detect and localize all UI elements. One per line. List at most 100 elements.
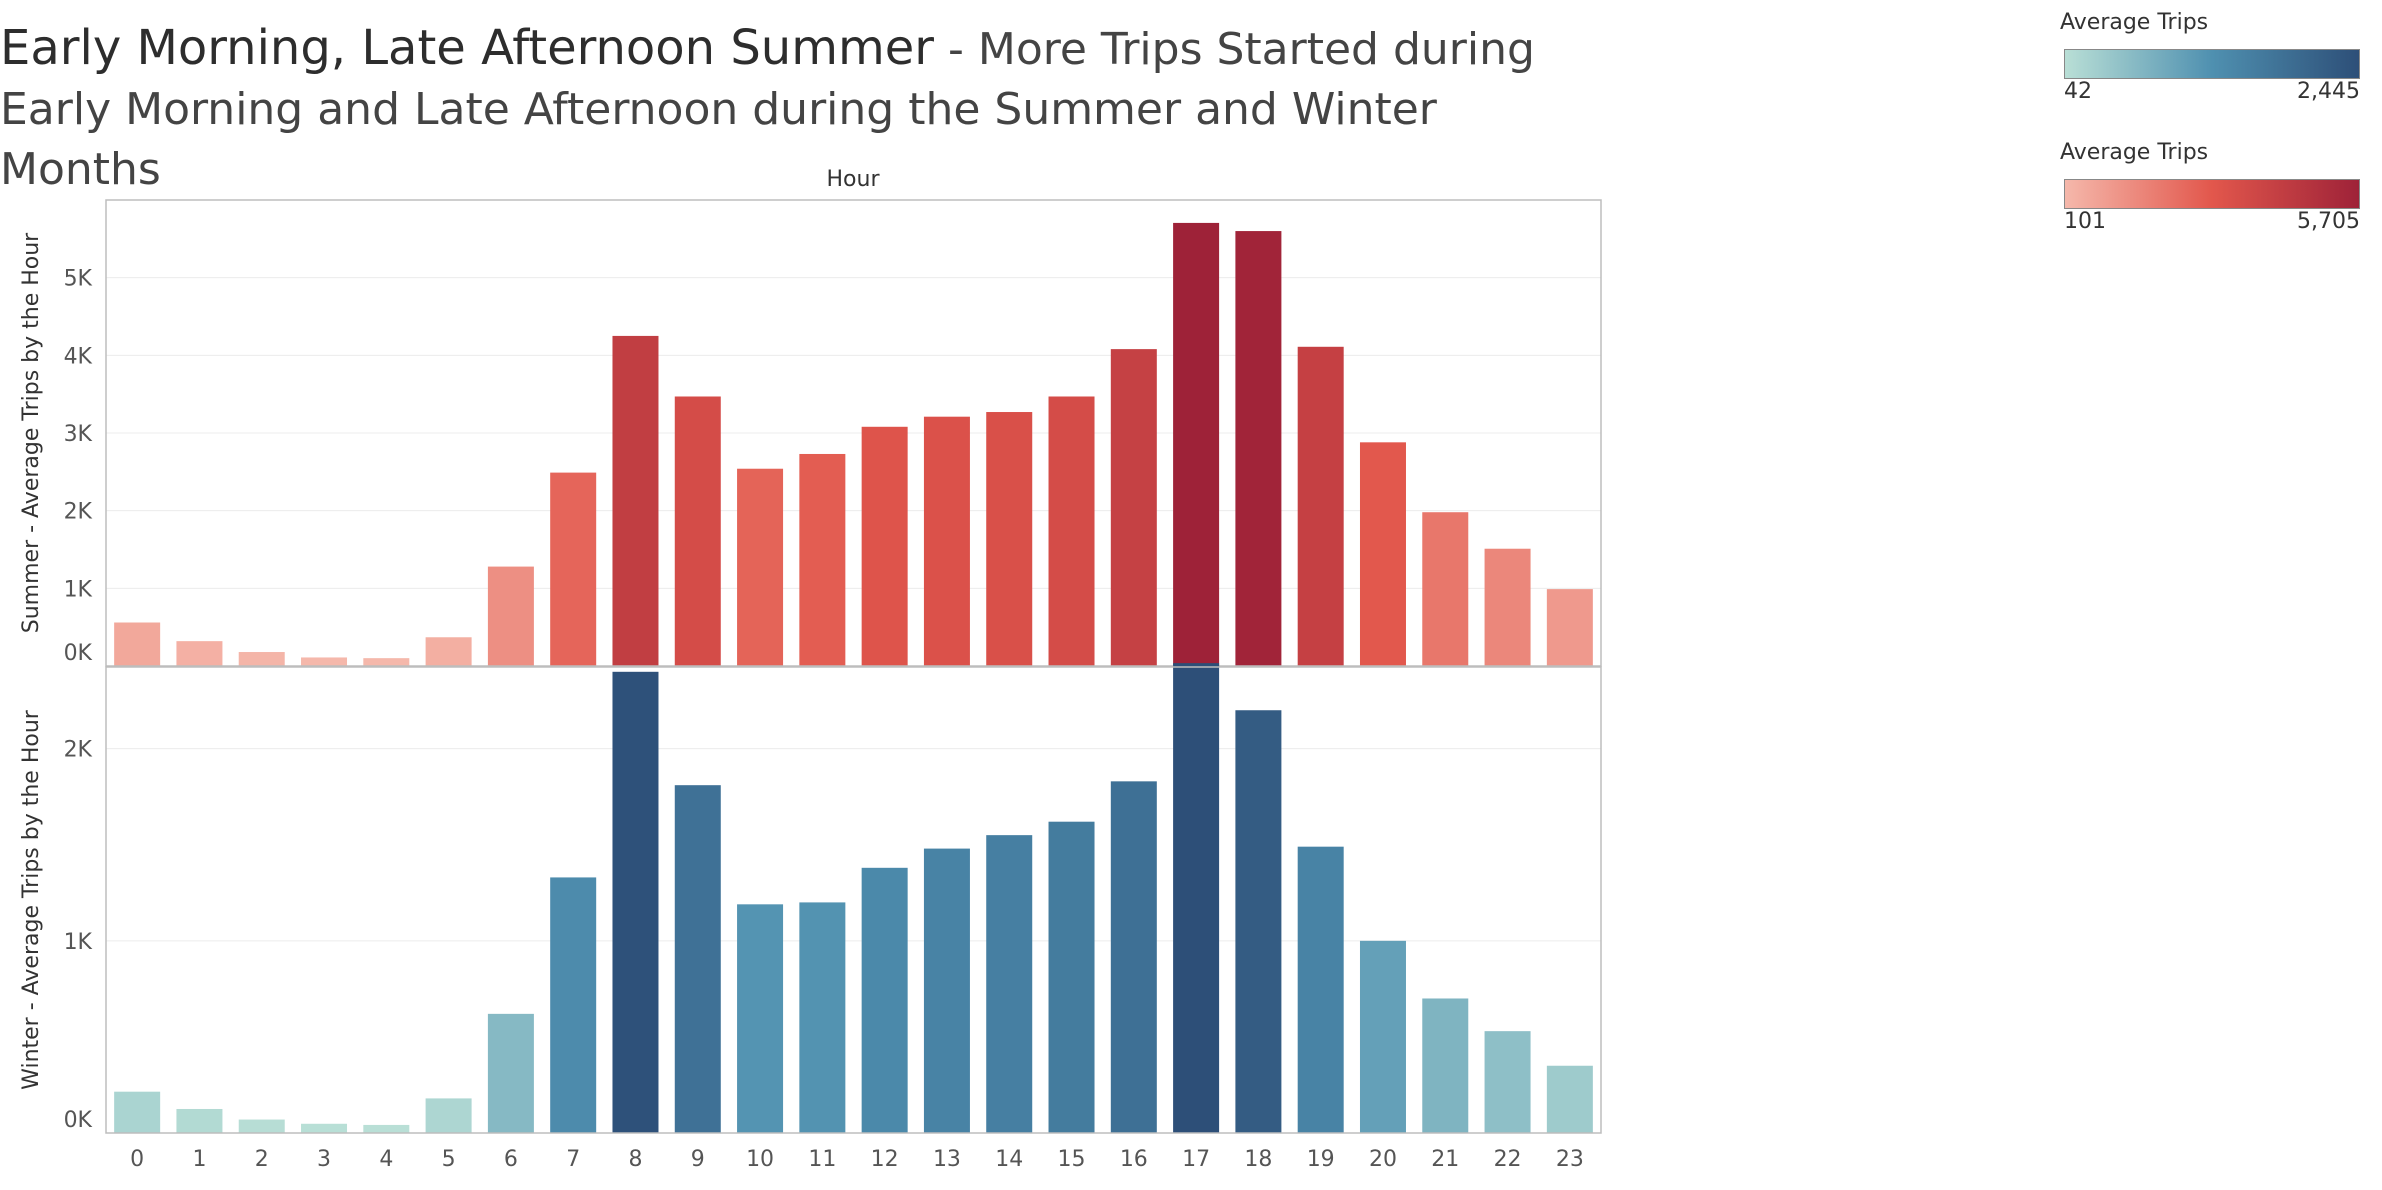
- legend-color-ramp: [2064, 49, 2360, 79]
- legend-title: Average Trips: [2060, 140, 2209, 165]
- bar[interactable]: [1359, 442, 1406, 666]
- bar[interactable]: [674, 396, 721, 666]
- bar[interactable]: [1546, 589, 1593, 666]
- bar[interactable]: [799, 453, 846, 666]
- bar[interactable]: [612, 335, 659, 666]
- bar[interactable]: [861, 867, 908, 1133]
- bar[interactable]: [487, 566, 534, 666]
- panel-frame: [105, 199, 1602, 667]
- bar[interactable]: [550, 472, 597, 666]
- summer-panel: 0K 1K 2K 3K 4K 5K Summer - Average Trips by th…: [19, 199, 1602, 667]
- legend-summer: Average Trips 101 5,705: [2060, 140, 2360, 239]
- bar[interactable]: [238, 1119, 285, 1133]
- x-axis: 0 1 2 3 4 5 6 7 8 9 10 11 12 13 14 15 16 17 18 19 20 21 22 23: [130, 1147, 1584, 1172]
- bar[interactable]: [1546, 1065, 1593, 1133]
- x-tick-label: 5: [442, 1147, 456, 1172]
- x-tick-label: 13: [933, 1147, 961, 1172]
- bar[interactable]: [1048, 396, 1095, 666]
- bar[interactable]: [737, 468, 784, 666]
- bar[interactable]: [114, 622, 161, 666]
- bar[interactable]: [1422, 998, 1469, 1133]
- legend-min-label: 101: [2064, 209, 2106, 234]
- bar[interactable]: [674, 785, 721, 1133]
- x-tick-label: 18: [1244, 1147, 1272, 1172]
- legend-max-label: 2,445: [2297, 79, 2360, 104]
- x-tick-label: 15: [1058, 1147, 1086, 1172]
- title-main: Early Morning, Late Afternoon Summer: [0, 20, 935, 76]
- bar[interactable]: [986, 412, 1033, 666]
- x-tick-label: 23: [1556, 1147, 1584, 1172]
- bar[interactable]: [1048, 821, 1095, 1133]
- x-tick-label: 12: [871, 1147, 899, 1172]
- x-tick-label: 2: [255, 1147, 269, 1172]
- bar[interactable]: [487, 1013, 534, 1133]
- bar[interactable]: [1173, 663, 1220, 1133]
- y-axis-title: Summer - Average Trips by the Hour: [19, 232, 44, 633]
- bar[interactable]: [1235, 231, 1282, 667]
- bar[interactable]: [861, 426, 908, 666]
- x-tick-label: 20: [1369, 1147, 1397, 1172]
- legend-winter: Average Trips 42 2,445: [2060, 10, 2360, 109]
- legend-title: Average Trips: [2060, 10, 2209, 35]
- bar[interactable]: [986, 835, 1033, 1133]
- bar[interactable]: [1484, 1031, 1531, 1133]
- x-tick-label: 11: [808, 1147, 836, 1172]
- x-tick-label: 22: [1494, 1147, 1522, 1172]
- x-tick-label: 16: [1120, 1147, 1148, 1172]
- bar[interactable]: [363, 658, 410, 666]
- y-tick-label: 0K: [64, 641, 93, 666]
- bar[interactable]: [1297, 346, 1344, 666]
- bar[interactable]: [923, 416, 970, 666]
- y-tick-label: 3K: [64, 422, 93, 447]
- bar[interactable]: [737, 904, 784, 1133]
- bar[interactable]: [550, 877, 597, 1133]
- bar[interactable]: [301, 1123, 348, 1133]
- y-tick-label: 1K: [64, 577, 93, 602]
- y-tick-label: 1K: [64, 930, 93, 955]
- legend-max-label: 5,705: [2297, 209, 2360, 234]
- legend-min-label: 42: [2064, 79, 2092, 104]
- bar[interactable]: [176, 1108, 223, 1133]
- x-tick-label: 8: [628, 1147, 642, 1172]
- legend-color-ramp: [2064, 179, 2360, 209]
- x-tick-label: 4: [379, 1147, 393, 1172]
- x-tick-label: 19: [1307, 1147, 1335, 1172]
- bar[interactable]: [1173, 222, 1220, 666]
- x-tick-label: 9: [691, 1147, 705, 1172]
- y-tick-label: 0K: [64, 1108, 93, 1133]
- bar[interactable]: [1110, 349, 1157, 666]
- y-tick-label: 4K: [64, 344, 93, 369]
- bar[interactable]: [1422, 512, 1469, 666]
- bar[interactable]: [1110, 781, 1157, 1133]
- x-tick-label: 10: [746, 1147, 774, 1172]
- column-header: Hour: [827, 167, 881, 192]
- bar[interactable]: [301, 657, 348, 666]
- x-tick-label: 14: [995, 1147, 1023, 1172]
- y-axis-title: Winter - Average Trips by the Hour: [19, 709, 44, 1090]
- bar[interactable]: [425, 1098, 472, 1133]
- bar[interactable]: [1297, 846, 1344, 1133]
- y-tick-label: 2K: [64, 738, 93, 763]
- y-tick-label: 5K: [64, 267, 93, 292]
- x-tick-label: 21: [1431, 1147, 1459, 1172]
- title-subtitle: - More Trips Started during Early Mornin…: [0, 24, 1535, 195]
- bar[interactable]: [612, 671, 659, 1133]
- y-tick-label: 2K: [64, 500, 93, 525]
- bar[interactable]: [1235, 710, 1282, 1133]
- bar[interactable]: [425, 637, 472, 666]
- winter-panel: 0K 1K 2K Winter - Average Trips by the Hour: [19, 663, 1602, 1134]
- bar[interactable]: [363, 1124, 410, 1133]
- bar[interactable]: [1359, 940, 1406, 1133]
- x-tick-label: 17: [1182, 1147, 1210, 1172]
- panel-frame: [105, 666, 1602, 1134]
- bar[interactable]: [799, 902, 846, 1133]
- bar[interactable]: [1484, 548, 1531, 666]
- x-tick-label: 3: [317, 1147, 331, 1172]
- bar[interactable]: [114, 1091, 161, 1133]
- x-tick-label: 7: [566, 1147, 580, 1172]
- bar[interactable]: [176, 641, 223, 666]
- x-tick-label: 1: [192, 1147, 206, 1172]
- bar[interactable]: [923, 848, 970, 1133]
- bar[interactable]: [238, 652, 285, 666]
